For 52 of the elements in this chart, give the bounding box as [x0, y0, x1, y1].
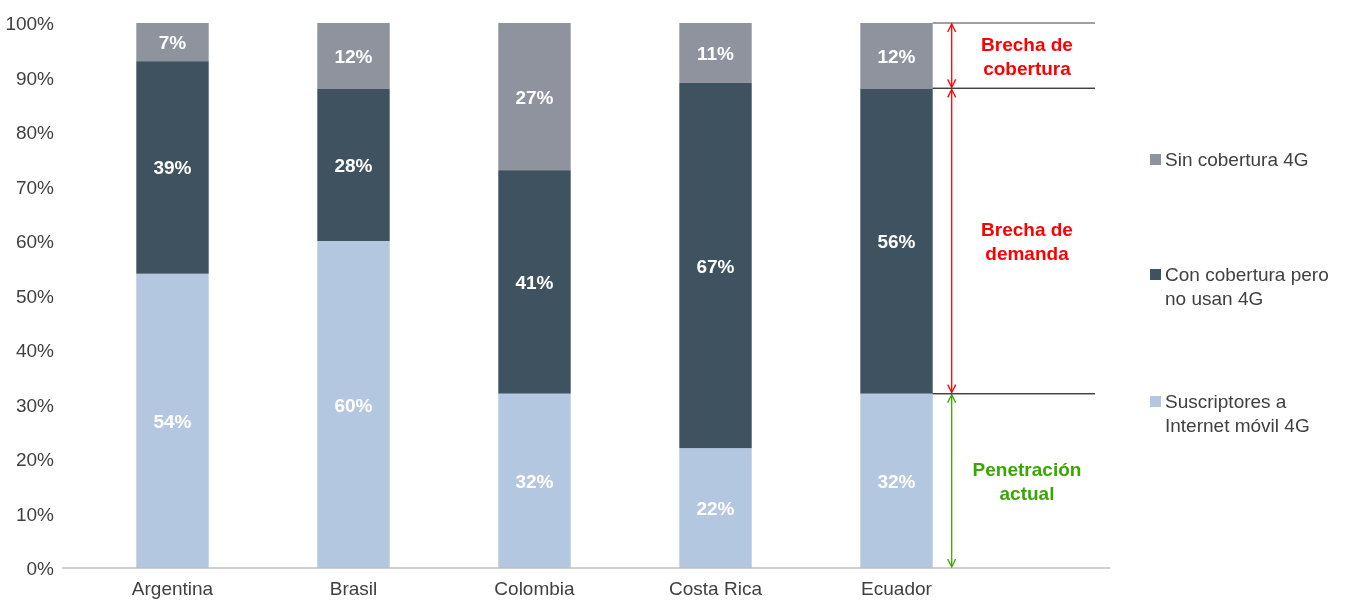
- data-label: 39%: [153, 157, 192, 179]
- y-tick-label: 60%: [15, 231, 55, 252]
- annotation: Brecha de demanda: [981, 219, 1073, 264]
- bar: [679, 448, 752, 568]
- bar: [498, 170, 571, 394]
- bar: [860, 393, 933, 568]
- data-label: 7%: [158, 32, 187, 54]
- bar: [317, 88, 390, 241]
- y-tick-label: 70%: [15, 176, 55, 198]
- data-label: 32%: [515, 470, 554, 492]
- bar: [136, 23, 209, 62]
- y-tick-label: 20%: [15, 449, 55, 470]
- data-label: 67%: [696, 255, 735, 277]
- data-label: 60%: [334, 394, 373, 416]
- bar: [317, 241, 390, 568]
- y-tick-label: 50%: [15, 285, 55, 307]
- bar: [498, 393, 571, 568]
- bar: [317, 23, 390, 89]
- annotation: Penetración actual: [972, 458, 1082, 504]
- y-tick-label: 10%: [15, 503, 55, 525]
- legend-label: Sin cobertura 4G: [1165, 149, 1309, 170]
- data-label: 56%: [877, 231, 916, 252]
- bar: [679, 82, 752, 449]
- y-tick-label: 30%: [15, 394, 55, 416]
- y-tick-label: 40%: [15, 340, 55, 361]
- data-label: 28%: [334, 154, 373, 176]
- data-label: 12%: [334, 45, 373, 67]
- data-label: 54%: [153, 410, 192, 432]
- x-tick-label: Ecuador: [861, 578, 933, 599]
- bar: [498, 23, 571, 171]
- legend-label: Suscriptores a Internet móvil 4G: [1165, 391, 1310, 436]
- bar: [860, 88, 933, 394]
- x-tick-label: Costa Rica: [669, 578, 763, 599]
- y-tick-label: 100%: [5, 13, 55, 34]
- annotation: Brecha de cobertura: [981, 33, 1073, 79]
- data-label: 12%: [877, 45, 916, 67]
- bar: [860, 23, 933, 89]
- legend-label: Con cobertura pero no usan 4G: [1165, 264, 1329, 309]
- data-label: 22%: [696, 498, 735, 520]
- bar: [136, 61, 209, 274]
- bar: [679, 23, 752, 83]
- x-tick-label: Colombia: [494, 578, 576, 599]
- x-tick-label: Argentina: [131, 578, 214, 599]
- data-label: 27%: [515, 86, 554, 108]
- y-tick-label: 90%: [15, 67, 55, 89]
- x-tick-label: Brasil: [329, 578, 378, 599]
- y-tick-label: 80%: [15, 122, 55, 143]
- bar: [136, 273, 209, 568]
- y-tick-label: 0%: [26, 558, 55, 579]
- data-label: 11%: [697, 42, 735, 64]
- data-label: 41%: [515, 271, 554, 293]
- data-label: 32%: [877, 470, 916, 492]
